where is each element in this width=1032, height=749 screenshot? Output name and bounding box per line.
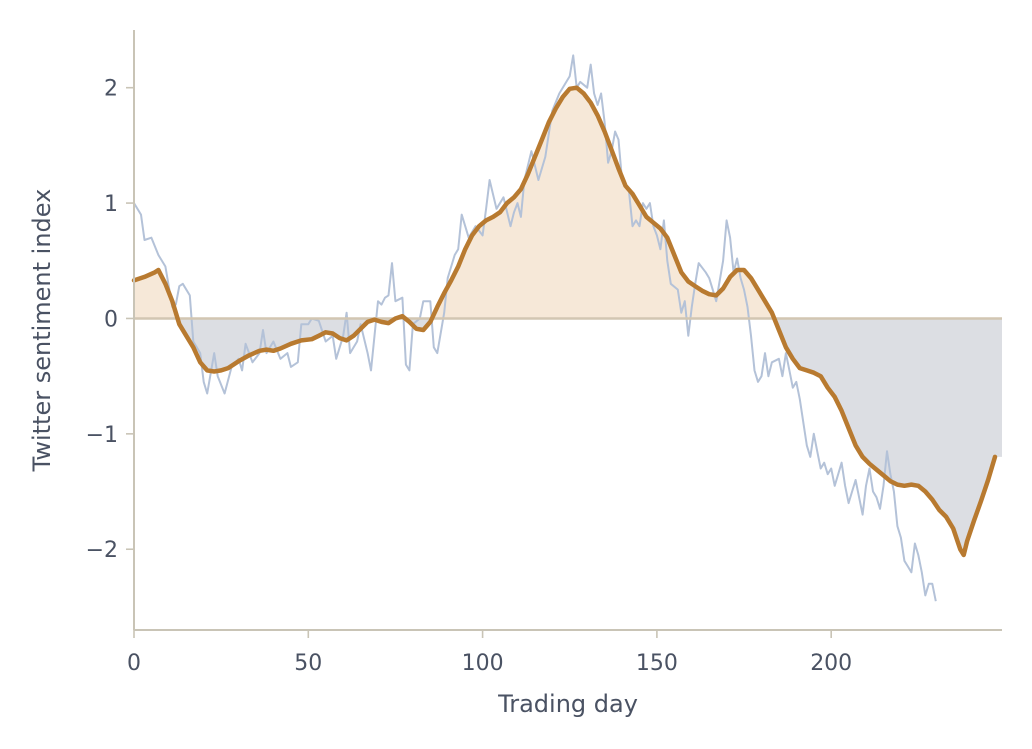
x-tick-label: 100	[462, 651, 504, 676]
positive-area-fill	[134, 87, 775, 319]
smoothed-series-line	[131, 85, 998, 558]
y-axis-label: Twitter sentiment index	[28, 189, 56, 473]
y-tick-label: −2	[86, 538, 118, 563]
x-tick-label: 0	[127, 651, 141, 676]
y-tick-label: 1	[104, 192, 118, 217]
smoothed-series-group	[131, 85, 998, 558]
y-ticks: −2 −1 0 1 2	[86, 77, 134, 563]
x-axis-label: Trading day	[497, 690, 638, 718]
y-tick-label: 0	[104, 307, 118, 332]
y-tick-label: 2	[104, 77, 118, 102]
axes-group: 0 50 100 150 200 −2 −1 0 1 2	[86, 30, 1002, 676]
x-tick-label: 150	[636, 651, 678, 676]
x-tick-label: 200	[810, 651, 852, 676]
area-fill-group	[134, 87, 1002, 555]
x-tick-label: 50	[294, 651, 322, 676]
x-ticks: 0 50 100 150 200	[127, 630, 852, 676]
y-tick-label: −1	[86, 423, 118, 448]
negative-area-fill	[134, 318, 1002, 555]
